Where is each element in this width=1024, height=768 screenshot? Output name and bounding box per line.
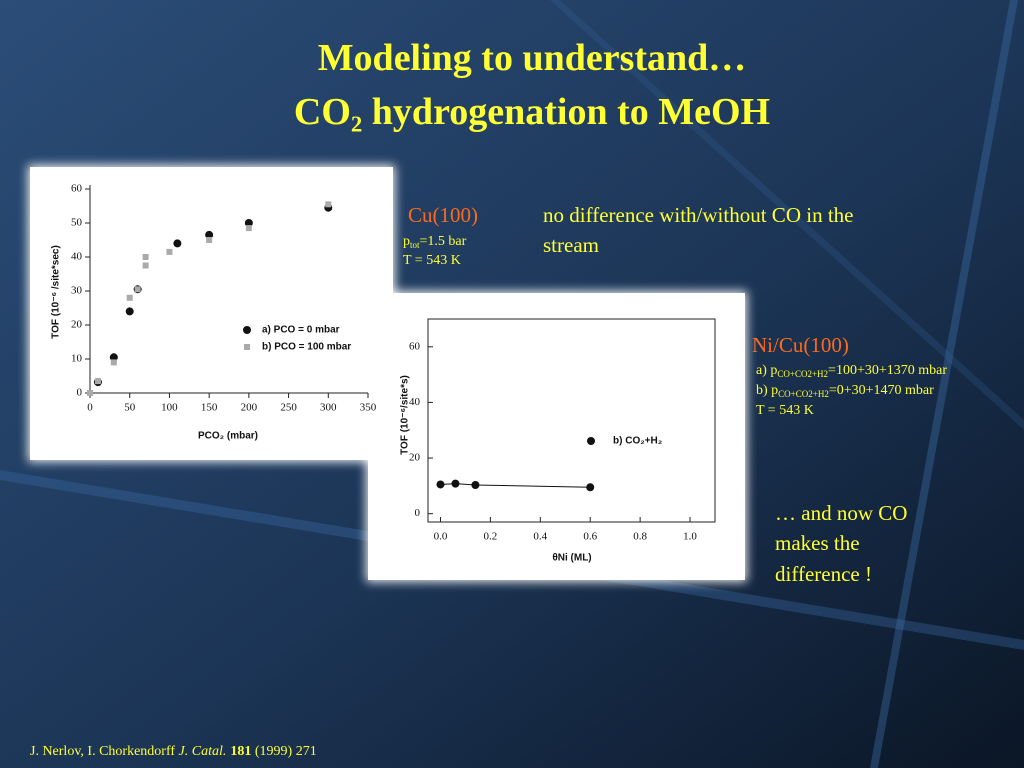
y-tick-label: 10 <box>71 353 83 365</box>
ni-note: difference ! <box>775 562 872 586</box>
text: (1999) 271 <box>251 744 316 759</box>
x-tick-label: 300 <box>320 402 337 414</box>
text: J. Nerlov, I. Chorkendorff <box>30 744 179 759</box>
ni-label: Ni/Cu(100) <box>752 333 849 357</box>
cu-note: stream <box>543 233 599 257</box>
point <box>142 254 149 260</box>
x-tick-label: 50 <box>124 402 136 414</box>
legend-marker <box>243 326 251 334</box>
point <box>87 390 93 396</box>
annotations: Cu(100) ptot=1.5 bar T = 543 K no differ… <box>30 203 947 759</box>
x-tick-label: 200 <box>241 402 258 414</box>
cu-note: no difference with/without CO in the <box>543 203 853 227</box>
cu-temperature: T = 543 K <box>403 253 461 268</box>
x-tick-label: 0 <box>87 402 93 414</box>
x-axis-label: PCO₂ (mbar) <box>198 431 258 442</box>
ni-a: a) pCO+CO2+H2=100+30+1370 mbar <box>756 363 947 379</box>
cu-label: Cu(100) <box>408 203 478 227</box>
ni-b: b) pCO+CO2+H2=0+30+1470 mbar <box>756 383 934 399</box>
point <box>206 237 213 243</box>
point <box>126 294 133 301</box>
point <box>125 307 134 316</box>
x-tick-label: 0.0 <box>434 531 448 543</box>
x-tick-label: 250 <box>280 402 297 414</box>
legend-marker <box>244 344 250 350</box>
point <box>244 219 253 227</box>
point <box>173 239 182 248</box>
point <box>245 225 252 232</box>
x-tick-label: 0.6 <box>583 531 597 543</box>
plot-frame <box>427 318 716 523</box>
x-axis-label: θNi (ML) <box>552 553 591 564</box>
text: CO+CO2+H2 <box>777 369 828 379</box>
text: a) p <box>756 363 777 378</box>
chart-ni: 0.0 0.2 0.4 0.6 0.8 1.0 0 20 40 60 θNi (ML) TOF (10… <box>400 318 716 564</box>
y-tick-label: 20 <box>71 319 83 331</box>
point <box>110 359 117 366</box>
text: p <box>403 234 410 249</box>
text: =100+30+1370 mbar <box>828 363 947 378</box>
title-line: Modeling to understand… <box>318 37 747 79</box>
legend-label: b) PCO = 100 mbar <box>262 342 351 353</box>
streak <box>550 0 1024 430</box>
point <box>586 483 595 492</box>
text: b) p <box>756 383 778 398</box>
text: 181 <box>230 744 251 759</box>
y-tick-label: 50 <box>71 217 83 229</box>
citation: J. Nerlov, I. Chorkendorff J. Catal. 181 … <box>30 744 317 759</box>
point <box>325 201 332 208</box>
chart-panel <box>30 167 393 460</box>
text: CO+CO2+H2 <box>778 389 829 399</box>
x-tick-label: 100 <box>161 402 178 414</box>
chart-panel <box>368 293 745 580</box>
y-tick-label: 20 <box>409 452 421 464</box>
y-axis-label: TOF (10⁻⁶/site*s) <box>400 375 411 455</box>
point <box>205 230 214 239</box>
text: tot <box>410 240 420 250</box>
point <box>109 353 118 362</box>
text: =0+30+1470 mbar <box>829 383 934 398</box>
point <box>471 481 480 490</box>
text: J. Catal. <box>179 744 227 759</box>
ni-temperature: T = 543 K <box>756 403 814 418</box>
legend-label: b) CO₂+H₂ <box>613 436 662 447</box>
x-tick-label: 150 <box>201 402 218 414</box>
chart-cu: 0 50 100 150 200 250 300 350 0 10 20 30 40 50 60 PCO₂ (… <box>51 183 377 442</box>
point <box>94 378 101 385</box>
x-tick-label: 350 <box>360 402 377 414</box>
y-tick-label: 60 <box>71 183 83 195</box>
legend-label: a) PCO = 0 mbar <box>262 325 340 336</box>
y-axis-label: TOF (10⁻⁶ /site*sec) <box>51 245 62 339</box>
y-tick-label: 40 <box>71 251 83 263</box>
series-line <box>440 483 591 488</box>
x-tick-label: 1.0 <box>683 531 697 543</box>
y-tick-label: 40 <box>409 396 421 408</box>
x-tick-label: 0.8 <box>633 531 647 543</box>
y-tick-label: 30 <box>71 285 83 297</box>
x-tick-label: 0.4 <box>533 531 547 543</box>
ni-note: … and now CO <box>775 501 907 525</box>
point <box>134 286 141 293</box>
y-tick-label: 0 <box>415 507 421 519</box>
title: Modeling to understand… CO₂ hydrogenatio… <box>294 37 770 133</box>
streak <box>870 0 1018 768</box>
title-line: CO₂ hydrogenation to MeOH <box>294 91 770 133</box>
y-tick-label: 60 <box>409 340 421 352</box>
cu-pressure: ptot=1.5 bar <box>403 234 467 250</box>
point <box>436 480 445 489</box>
y-tick-label: 0 <box>77 387 83 399</box>
legend-marker <box>587 437 595 445</box>
text: =1.5 bar <box>420 234 467 249</box>
point <box>451 479 460 488</box>
point <box>142 262 149 269</box>
point <box>166 248 173 255</box>
x-tick-label: 0.2 <box>484 531 498 543</box>
ni-note: makes the <box>775 531 860 555</box>
